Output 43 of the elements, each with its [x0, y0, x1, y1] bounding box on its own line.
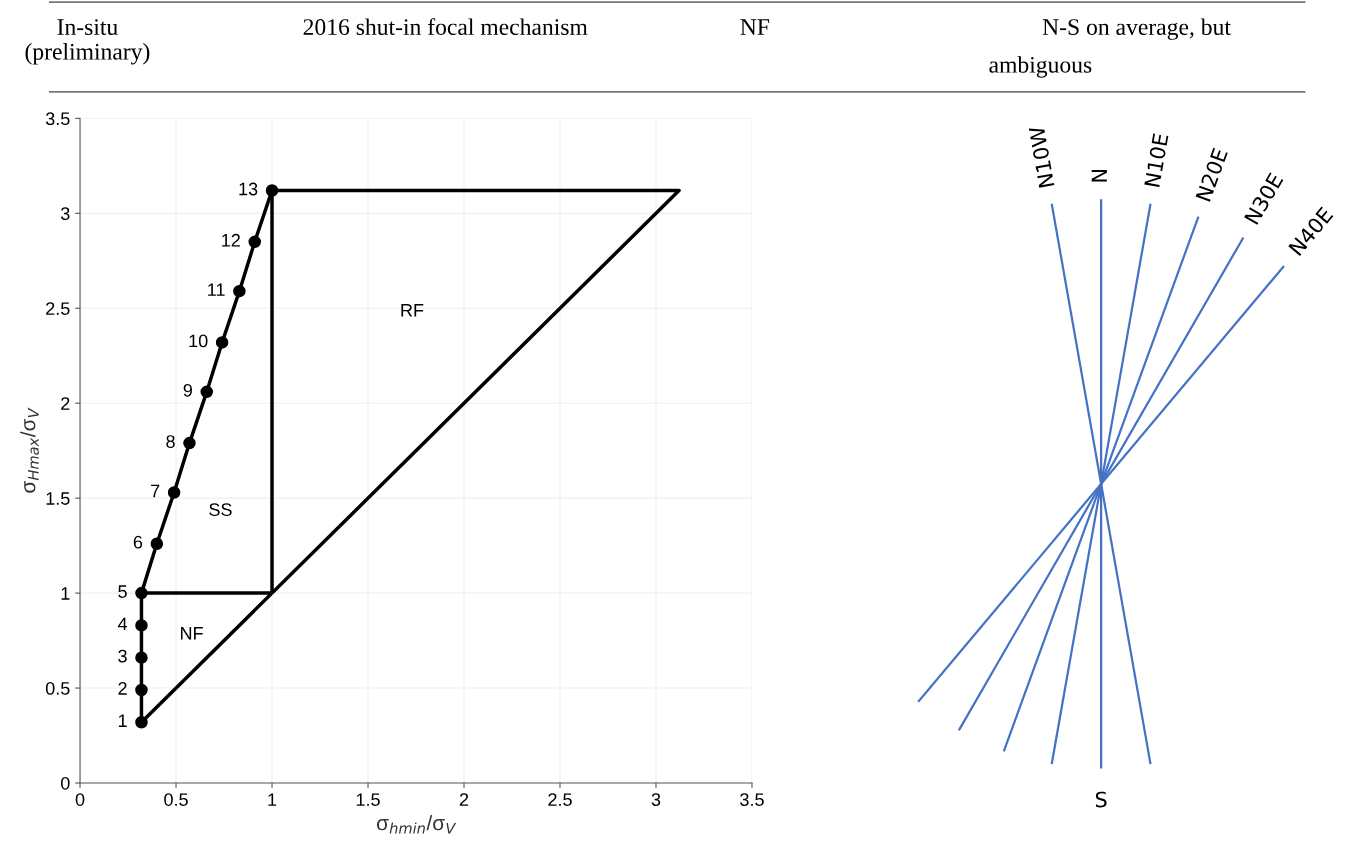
- x-tick-label: 0: [75, 793, 85, 806]
- x-tick-label: 2.5: [548, 793, 572, 806]
- category-label: N10W: [1028, 125, 1055, 188]
- annotation: 13: [239, 182, 258, 196]
- text: N-S on average, but ambiguous: [989, 18, 1231, 78]
- annotation: 4: [117, 617, 128, 631]
- x-tick-label: 1: [268, 793, 277, 806]
- x-tick-label: 0.5: [164, 793, 188, 806]
- y-tick-label: 1: [61, 587, 70, 600]
- text: S: [1095, 791, 1107, 808]
- x-axis-title: σ$_{hmin}$/σ$_{V}$: [376, 815, 457, 834]
- y-axis-title: σ$_{Hmax}$/σ$_{V}$: [20, 407, 39, 493]
- text: In-situ (preliminary): [25, 19, 150, 65]
- annotation: 8: [166, 435, 175, 448]
- annotation: 10: [189, 334, 208, 348]
- x-tick-label: 3.5: [740, 793, 764, 806]
- annotation: NF: [181, 627, 203, 640]
- annotation: 9: [183, 383, 192, 397]
- x-tick-label: 3: [651, 793, 661, 806]
- y-tick-label: 3.5: [45, 112, 70, 126]
- category-label: N20E: [1195, 147, 1228, 202]
- y-tick-label: 0.5: [45, 681, 70, 695]
- annotation: 12: [222, 233, 240, 247]
- annotation: 2: [118, 682, 127, 695]
- y-tick-label: 1.5: [46, 492, 70, 505]
- y-tick-label: 3: [60, 207, 70, 221]
- annotation: 1: [118, 714, 127, 727]
- x-tick-label: 1.5: [356, 793, 380, 806]
- annotation: 3: [118, 649, 127, 663]
- text: 2016 shut-in focal mechanism: [303, 18, 588, 35]
- category-label: N10E: [1144, 133, 1169, 188]
- annotation: RF: [401, 304, 424, 317]
- annotation: 5: [118, 585, 127, 598]
- annotation: SS: [209, 503, 232, 517]
- y-tick-label: 2.5: [46, 302, 70, 315]
- annotation: 6: [133, 535, 143, 549]
- annotation: 11: [208, 283, 225, 296]
- y-tick-label: 0: [60, 776, 70, 790]
- text: NF: [740, 19, 770, 35]
- annotation: 7: [151, 484, 160, 498]
- x-tick-label: 2: [459, 793, 469, 806]
- category-label: N: [1091, 169, 1107, 182]
- y-tick-label: 2: [61, 397, 70, 410]
